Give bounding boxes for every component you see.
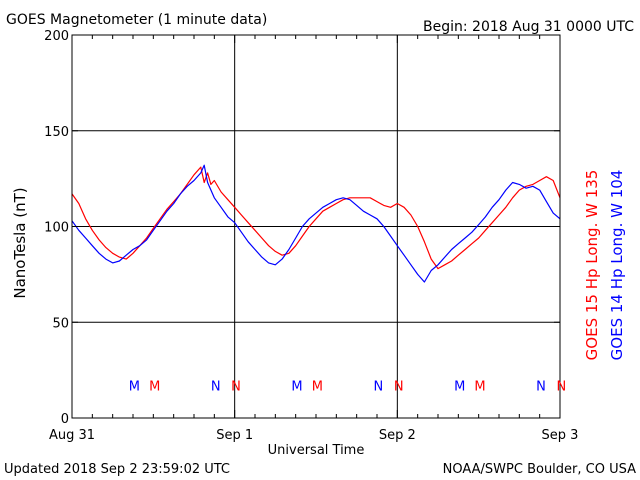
updated-time: Updated 2018 Sep 2 23:59:02 UTC [4,462,230,477]
y-axis-ticks: 0 50 100 150 200 [44,29,560,427]
marker-n: N [211,379,221,394]
legend-goes15: GOES 15 Hp Long. W 135 [583,170,601,361]
x-tick-label: Sep 3 [542,428,579,443]
y-tick-label: 200 [44,29,69,44]
y-tick-label: 0 [61,412,69,427]
x-tick-label: Sep 2 [379,428,416,443]
x-axis-ticks: Aug 31 Sep 1 Sep 2 Sep 3 [49,35,578,443]
marker-m: M [474,379,485,394]
credit: NOAA/SWPC Boulder, CO USA [443,462,636,477]
x-axis-label: Universal Time [268,443,365,458]
marker-m: M [291,379,302,394]
marker-n: N [556,379,566,394]
marker-n: N [394,379,404,394]
y-tick-label: 50 [52,316,69,331]
y-tick-label: 150 [44,125,69,140]
marker-m: M [454,379,465,394]
grid-lines [72,35,560,418]
marker-n: N [536,379,546,394]
x-tick-label: Aug 31 [49,428,95,443]
marker-m: M [129,379,140,394]
series-lines [71,164,561,283]
series-line-goes14 [71,164,561,283]
chart-title: GOES Magnetometer (1 minute data) [6,12,267,28]
x-tick-label: Sep 1 [216,428,253,443]
marker-n: N [373,379,383,394]
legend-goes14: GOES 14 Hp Long. W 104 [608,170,626,361]
y-tick-label: 100 [44,221,69,236]
marker-m: M [149,379,160,394]
marker-m: M [312,379,323,394]
y-axis-label: NanoTesla (nT) [11,187,29,298]
marker-n: N [231,379,241,394]
series-line-goes15 [71,166,561,270]
begin-time: Begin: 2018 Aug 31 0000 UTC [423,19,634,35]
